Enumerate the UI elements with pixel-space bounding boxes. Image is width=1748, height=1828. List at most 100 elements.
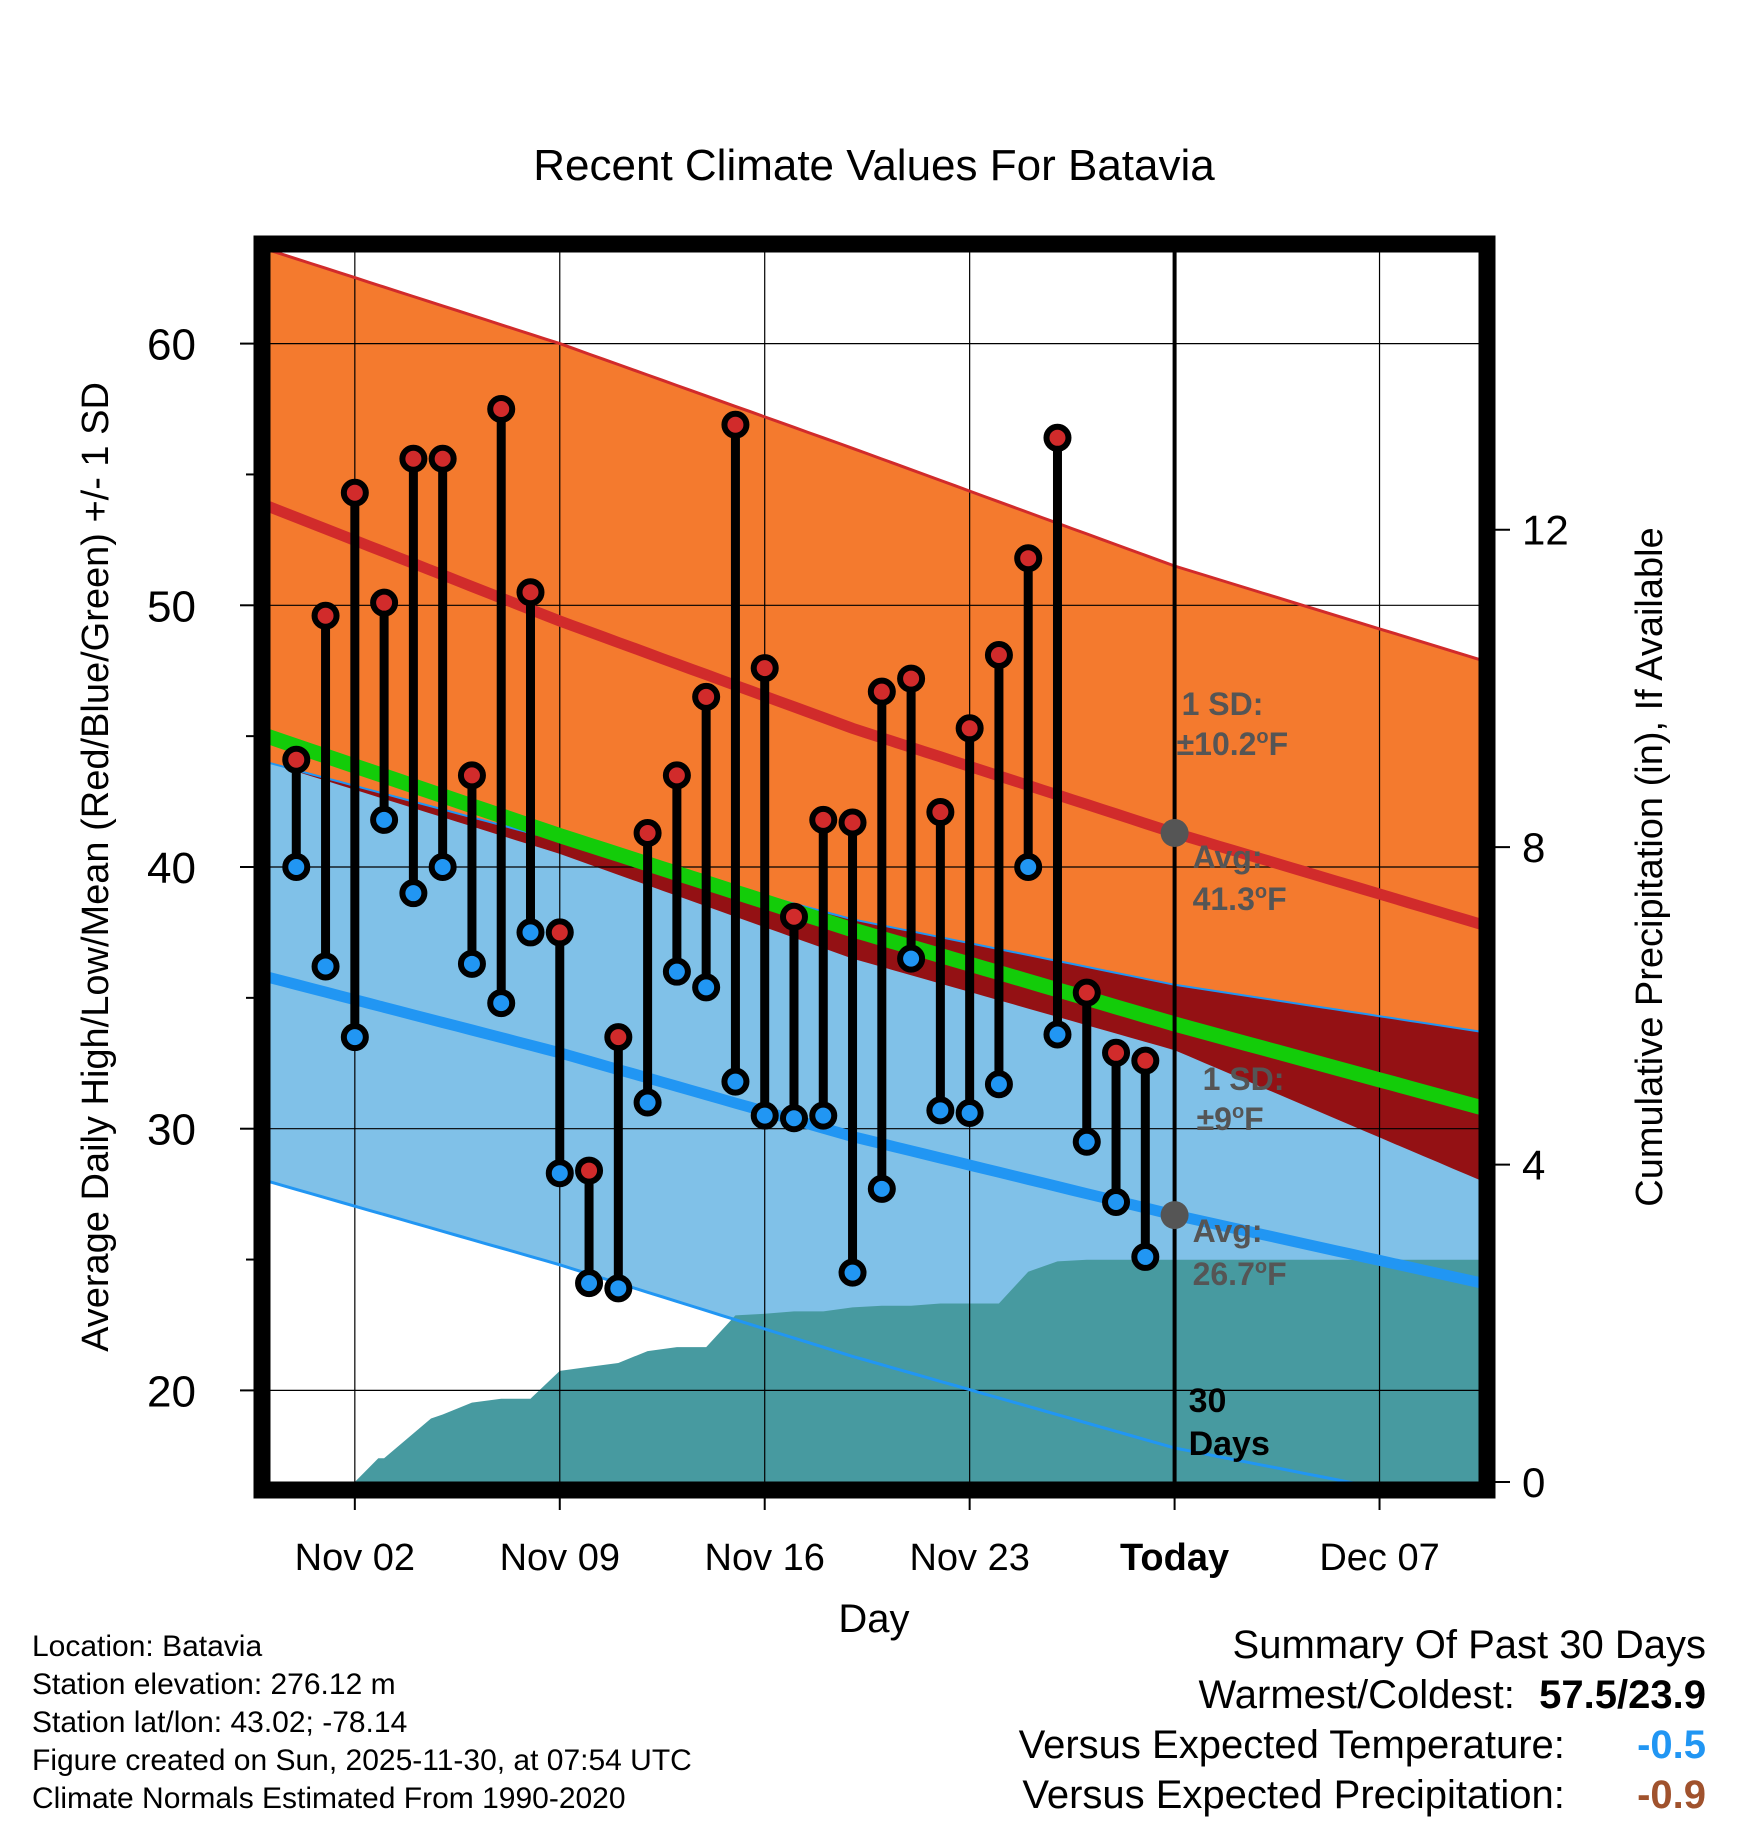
daily-high-point [1131, 1046, 1160, 1075]
daily-low-point [428, 853, 457, 881]
y2-tick-label: 4 [1522, 1142, 1545, 1189]
daily-high-point [633, 818, 662, 847]
daily-high-point [779, 902, 808, 931]
daily-high-point [750, 654, 779, 683]
low-sd-value: ±9oF [1197, 1101, 1264, 1137]
days-label-text: Days [1189, 1425, 1270, 1463]
daily-high-point [1072, 978, 1101, 1007]
daily-high-point [867, 677, 896, 706]
y2-tick-label: 12 [1522, 507, 1569, 554]
summary-precip-value: -0.9 [1637, 1773, 1706, 1817]
daily-low-point [399, 879, 428, 908]
daily-high-point [340, 478, 369, 507]
daily-low-point [311, 952, 340, 981]
daily-low-point [838, 1258, 867, 1287]
plot-frame [253, 235, 1496, 1499]
high-sd-label: 1 SD: [1182, 686, 1264, 722]
y-tick-label: 30 [147, 1106, 196, 1155]
daily-high-point [809, 805, 838, 834]
daily-low-point [984, 1070, 1013, 1099]
low-sd-label: 1 SD: [1203, 1061, 1285, 1097]
daily-high-point [692, 682, 721, 711]
footer-latlon: Station lat/lon: 43.02; -78.14 [32, 1706, 408, 1739]
daily-high-point [282, 745, 311, 774]
daily-low-point [867, 1174, 896, 1203]
daily-high-point [721, 410, 750, 439]
daily-high-point [838, 808, 867, 837]
y-tick-label: 40 [147, 844, 196, 893]
x-tick-label: Dec 07 [1319, 1537, 1439, 1579]
daily-high-point [984, 641, 1013, 670]
today-low-avg-marker [1160, 1201, 1189, 1230]
x-tick-label: Nov 02 [295, 1537, 415, 1579]
summary-warmest-label: Warmest/Coldest: [1198, 1673, 1515, 1717]
x-tick-label: Nov 23 [909, 1537, 1029, 1579]
daily-high-point [457, 761, 486, 790]
summary-precip-row: Versus Expected Precipitation: -0.9 [1019, 1770, 1706, 1820]
y2-tick-label: 8 [1522, 824, 1545, 871]
high-avg-value: 41.3oF [1193, 881, 1287, 917]
daily-low-point [457, 949, 486, 978]
daily-low-point [604, 1274, 633, 1303]
normal-low-line [267, 971, 1482, 1289]
days-label-number: 30 [1189, 1382, 1227, 1420]
x-tick-label: Today [1120, 1537, 1229, 1579]
normal-bands [267, 252, 1482, 1482]
daily-high-point [370, 588, 399, 617]
plot-border [253, 235, 1496, 1499]
chart-annotations: 1 SD: ±10.2oF Avg: 41.3oF 1 SD: ±9oF Avg: 26.7o… [1160, 686, 1289, 1463]
daily-low-point [721, 1067, 750, 1096]
daily-high-point [897, 664, 926, 693]
daily-low-point [487, 989, 516, 1018]
daily-high-point [955, 714, 984, 743]
daily-low-point [1102, 1187, 1131, 1216]
daily-low-point [516, 918, 545, 947]
summary-temp-row: Versus Expected Temperature: -0.5 [1019, 1720, 1706, 1770]
summary-warmest-value: 57.5/23.9 [1539, 1673, 1706, 1717]
daily-high-point [516, 578, 545, 607]
today-high-avg-marker [1160, 818, 1189, 847]
precip-area [267, 1259, 1482, 1482]
daily-low-point [370, 805, 399, 834]
daily-low-point [633, 1088, 662, 1117]
high-avg-label: Avg: [1193, 839, 1263, 875]
x-axis-label: Day [838, 1597, 909, 1641]
high-sd-value: ±10.2oF [1177, 726, 1289, 762]
daily-low-point [955, 1099, 984, 1127]
axes: Nov 02 Nov 09 Nov 16 Nov 23 Today Dec 07 20 30 4… [147, 321, 1569, 1579]
normal-high-line [267, 500, 1482, 930]
daily-low-point [692, 973, 721, 1002]
summary-warmest-row: Warmest/Coldest: 57.5/23.9 [1019, 1670, 1707, 1720]
y-tick-label: 50 [147, 582, 196, 631]
footer-elevation: Station elevation: 276.12 m [32, 1668, 396, 1701]
footer-normals: Climate Normals Estimated From 1990-2020 [32, 1782, 626, 1815]
daily-high-point [545, 918, 574, 947]
daily-high-point [604, 1023, 633, 1052]
daily-low-point [1131, 1242, 1160, 1271]
daily-high-point [1014, 544, 1043, 573]
footer-info: Location: Batavia Station elevation: 276… [32, 1628, 692, 1818]
summary-precip-label: Versus Expected Precipitation: [1022, 1773, 1565, 1817]
x-tick-label: Nov 16 [705, 1537, 825, 1579]
daily-high-point [926, 798, 955, 827]
daily-high-point [487, 395, 516, 424]
x-tick-label: Nov 09 [500, 1537, 620, 1579]
daily-low-point [282, 853, 311, 881]
daily-low-point [809, 1101, 838, 1130]
daily-low-point [1014, 853, 1043, 881]
summary-title: Summary Of Past 30 Days [1232, 1623, 1706, 1667]
summary-panel: Summary Of Past 30 Days Warmest/Coldest:… [1019, 1620, 1706, 1820]
y-axis-label: Average Daily High/Low/Mean (Red/Blue/Gr… [75, 382, 117, 1352]
daily-low-point [1043, 1020, 1072, 1049]
daily-low-point [545, 1159, 574, 1188]
grid-lines [267, 252, 1482, 1482]
daily-high-point [311, 601, 340, 630]
low-avg-label: Avg: [1193, 1213, 1263, 1249]
summary-temp-value: -0.5 [1637, 1723, 1706, 1767]
footer-created: Figure created on Sun, 2025-11-30, at 07… [32, 1744, 692, 1777]
daily-low-point [897, 944, 926, 973]
daily-high-point [399, 444, 428, 473]
footer-location: Location: Batavia [32, 1630, 263, 1663]
low-minus-sd-line [267, 1179, 1357, 1482]
